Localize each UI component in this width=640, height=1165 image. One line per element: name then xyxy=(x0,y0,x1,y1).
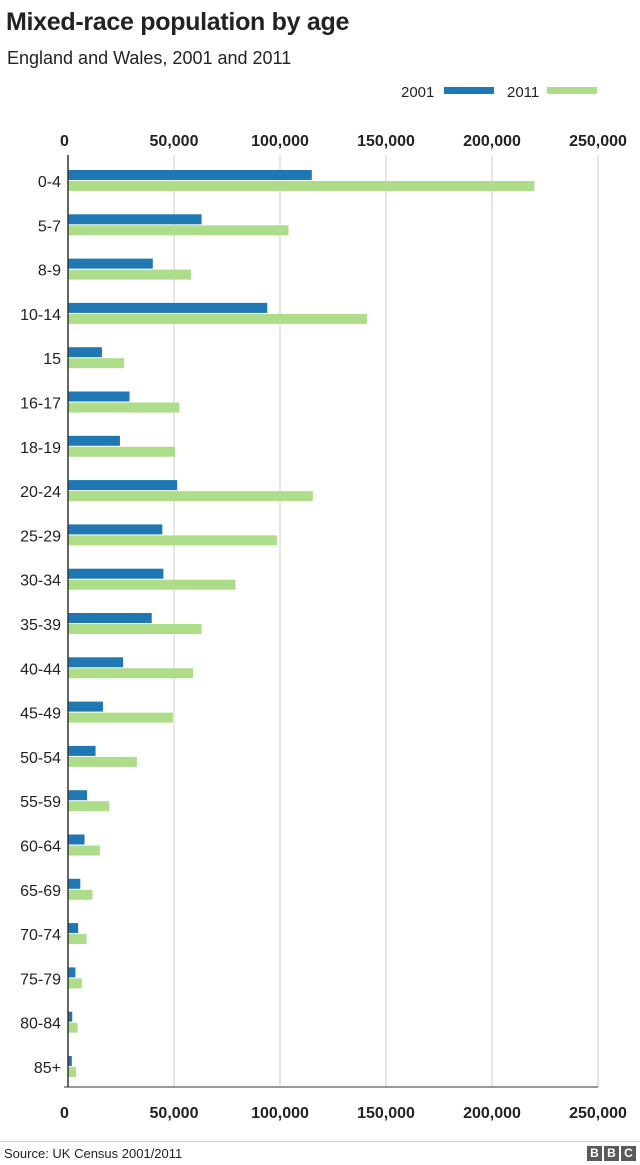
bar-2011 xyxy=(68,358,125,369)
source-note: Source: UK Census 2001/2011 xyxy=(4,1146,183,1161)
category-label: 35-39 xyxy=(20,617,61,634)
category-label: 16-17 xyxy=(20,396,61,413)
bar-2001 xyxy=(68,1011,73,1022)
category-label: 85+ xyxy=(34,1060,61,1077)
legend-label-2011: 2011 xyxy=(507,84,539,101)
x-tick-label-top: 250,000 xyxy=(569,133,627,150)
category-label: 50-54 xyxy=(20,750,61,767)
x-tick-label-bottom: 200,000 xyxy=(463,1105,521,1122)
bar-2001 xyxy=(68,701,103,712)
category-label: 8-9 xyxy=(38,263,61,280)
bar-2001 xyxy=(68,790,88,801)
category-label: 20-24 xyxy=(20,484,61,501)
x-tick-label-bottom: 50,000 xyxy=(150,1105,199,1122)
x-tick-label-bottom: 100,000 xyxy=(251,1105,309,1122)
legend-label-2001: 2001 xyxy=(401,84,434,101)
category-label: 45-49 xyxy=(20,706,61,723)
bar-2001 xyxy=(68,524,163,535)
bar-2011 xyxy=(68,712,173,723)
category-label: 40-44 xyxy=(20,661,61,678)
bar-2001 xyxy=(68,435,120,446)
category-label: 80-84 xyxy=(20,1016,61,1033)
bar-2011 xyxy=(68,889,93,900)
bar-2011 xyxy=(68,313,367,324)
bbc-logo-letter: B xyxy=(587,1146,602,1161)
bar-2011 xyxy=(68,668,194,679)
bar-2001 xyxy=(68,258,153,269)
x-tick-label-top: 200,000 xyxy=(463,133,521,150)
bar-2011 xyxy=(68,756,137,767)
bar-2011 xyxy=(68,845,100,856)
legend-swatch-2001 xyxy=(444,87,494,94)
chart-title: Mixed-race population by age xyxy=(6,8,350,36)
bar-2001 xyxy=(68,568,164,579)
bar-2001 xyxy=(68,878,81,889)
bar-2001 xyxy=(68,834,85,845)
bar-2001 xyxy=(68,967,76,978)
bar-2011 xyxy=(68,1067,77,1077)
bbc-logo-letter: C xyxy=(621,1146,636,1161)
bar-2011 xyxy=(68,535,277,546)
bar-2011 xyxy=(68,491,313,502)
bar-2011 xyxy=(68,978,82,989)
bar-2001 xyxy=(68,745,96,756)
bar-2001 xyxy=(68,214,202,225)
bar-2001 xyxy=(68,302,268,313)
category-label: 70-74 xyxy=(20,927,61,944)
category-label: 60-64 xyxy=(20,839,61,856)
x-tick-label-bottom: 0 xyxy=(60,1105,69,1122)
category-label: 18-19 xyxy=(20,440,61,457)
x-tick-label-top: 0 xyxy=(60,133,69,150)
bar-2001 xyxy=(68,1056,72,1066)
x-tick-label-bottom: 250,000 xyxy=(569,1105,627,1122)
bar-2001 xyxy=(68,391,130,402)
bar-2001 xyxy=(68,657,124,668)
category-label: 25-29 xyxy=(20,528,61,545)
bbc-logo: B B C xyxy=(587,1146,636,1161)
bbc-logo-letter: B xyxy=(604,1146,619,1161)
category-label: 15 xyxy=(43,351,61,368)
x-tick-label-top: 100,000 xyxy=(251,133,309,150)
bar-2011 xyxy=(68,934,87,945)
legend-swatch-2011 xyxy=(547,87,597,94)
bar-2001 xyxy=(68,613,152,623)
footer-divider xyxy=(0,1141,640,1142)
category-label: 75-79 xyxy=(20,971,61,988)
chart-subtitle: England and Wales, 2001 and 2011 xyxy=(7,48,292,68)
bar-2001 xyxy=(68,347,102,358)
bar-2011 xyxy=(68,1022,78,1033)
bar-2011 xyxy=(68,402,180,413)
x-tick-label-top: 150,000 xyxy=(357,133,415,150)
x-tick-label-top: 50,000 xyxy=(150,133,199,150)
bar-2001 xyxy=(68,170,312,180)
x-tick-label-bottom: 150,000 xyxy=(357,1105,415,1122)
category-label: 65-69 xyxy=(20,883,61,900)
category-label: 0-4 xyxy=(38,174,61,191)
category-label: 5-7 xyxy=(38,218,61,235)
category-label: 55-59 xyxy=(20,794,61,811)
bar-chart: 0 0 50,000 50,000 100,000 100,000 150,000 150,0… xyxy=(20,84,627,1122)
bar-2011 xyxy=(68,579,236,590)
bar-2001 xyxy=(68,923,79,934)
category-label: 30-34 xyxy=(20,573,61,590)
bar-2011 xyxy=(68,225,289,236)
category-label: 10-14 xyxy=(20,307,61,324)
bar-2011 xyxy=(68,446,176,457)
bar-2011 xyxy=(68,269,191,280)
bar-2011 xyxy=(68,181,535,191)
bar-2011 xyxy=(68,801,110,812)
bar-2001 xyxy=(68,480,178,491)
bar-2011 xyxy=(68,624,202,634)
